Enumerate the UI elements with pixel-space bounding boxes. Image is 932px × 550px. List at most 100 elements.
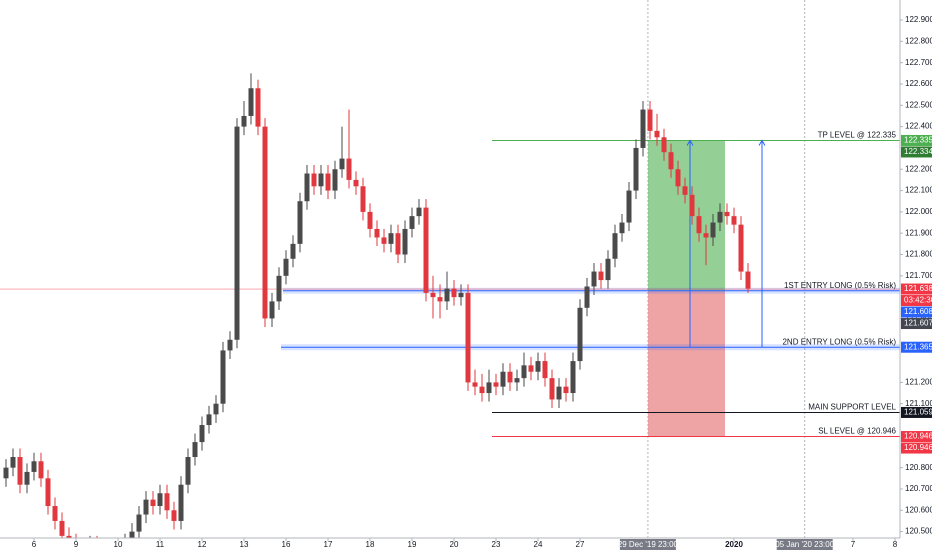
candle-body — [367, 211, 373, 229]
candle-body — [143, 499, 149, 515]
candle-body — [710, 222, 716, 238]
price-label: 121.059 — [904, 408, 932, 417]
x-tick-label: 8 — [893, 540, 898, 549]
x-tick-label: 2020 — [725, 540, 743, 549]
candle-body — [206, 414, 212, 426]
candle-body — [486, 382, 492, 394]
level-label: SL LEVEL @ 120.946 — [818, 427, 896, 436]
candle-body — [304, 173, 310, 202]
price-label: 120.946 — [904, 432, 932, 441]
time-marker-label: 05 Jan '20 23:00 — [775, 540, 834, 549]
candle-body — [563, 386, 569, 394]
candle-body — [500, 371, 506, 387]
x-tick-label: 9 — [74, 540, 79, 549]
candle-body — [472, 382, 478, 387]
x-tick-label: 6 — [32, 540, 37, 549]
candle-body — [234, 126, 240, 340]
candle-body — [192, 442, 198, 458]
candle-body — [10, 457, 16, 468]
candle-body — [318, 173, 324, 187]
level-label: 1ST ENTRY LONG (0.5% Risk) — [784, 281, 896, 290]
candle-body — [633, 147, 639, 191]
candle-body — [24, 471, 30, 485]
candle-body — [528, 365, 534, 372]
price-label-box — [901, 341, 932, 353]
y-tick-label: 122.900 — [905, 15, 932, 24]
x-tick-label: 7 — [851, 540, 856, 549]
candle-body — [283, 258, 289, 276]
axes: 122.900 122.800 122.700 122.600 122.500 122.4… — [32, 15, 932, 550]
candle-body — [276, 275, 282, 302]
candle-body — [661, 137, 667, 153]
candle-body — [395, 233, 401, 255]
candle-body — [59, 520, 65, 536]
y-tick-label: 121.800 — [905, 250, 932, 259]
candle-body — [388, 233, 394, 244]
candle-body — [262, 126, 268, 319]
candle-body — [738, 224, 744, 272]
candle-body — [542, 361, 548, 379]
candle-body — [535, 361, 541, 372]
candle-body — [381, 237, 387, 244]
candle-body — [556, 386, 562, 400]
candle-body — [479, 386, 485, 394]
y-tick-label: 122.700 — [905, 58, 932, 67]
candle-body — [3, 467, 9, 479]
y-tick-label: 121.900 — [905, 228, 932, 237]
candle-body — [360, 186, 366, 212]
candle-body — [689, 194, 695, 217]
candle-body — [577, 307, 583, 362]
candle-body — [325, 173, 331, 191]
time-marker-label: 29 Dec '19 23:00 — [618, 540, 679, 549]
y-tick-label: 121.200 — [905, 378, 932, 387]
y-tick-label: 122.200 — [905, 164, 932, 173]
candle-body — [199, 425, 205, 443]
candle-body — [171, 510, 177, 521]
candle-body — [703, 233, 709, 238]
candle-body — [269, 301, 275, 319]
x-tick-label: 12 — [198, 540, 207, 549]
y-tick-label: 120.700 — [905, 484, 932, 493]
candle-body — [136, 514, 142, 532]
candle-body — [584, 286, 590, 308]
x-tick-label: 16 — [282, 540, 291, 549]
candle-body — [346, 158, 352, 180]
x-tick-label: 17 — [324, 540, 333, 549]
price-label-box — [901, 431, 932, 443]
price-label-box — [901, 442, 932, 454]
candle-body — [724, 211, 730, 217]
y-tick-label: 121.100 — [905, 399, 932, 408]
price-label: 121.638 — [904, 284, 932, 293]
x-tick-label: 10 — [114, 540, 123, 549]
y-tick-label: 122.600 — [905, 79, 932, 88]
candle-body — [213, 403, 219, 415]
price-label-box — [901, 146, 932, 158]
level-label: MAIN SUPPORT LEVEL — [808, 403, 896, 412]
candle-body — [332, 169, 338, 191]
candle-body — [409, 216, 415, 229]
candle-body — [465, 292, 471, 383]
candle-body — [227, 339, 233, 351]
price-label: 122.335 — [904, 136, 932, 145]
candle-body — [17, 457, 23, 485]
candle-body — [374, 228, 380, 238]
y-tick-label: 122.800 — [905, 36, 932, 45]
candle-body — [416, 207, 422, 217]
candle-body — [157, 493, 163, 507]
time-marker-box — [776, 539, 833, 550]
candle-body — [164, 493, 170, 511]
candle-body — [178, 484, 184, 521]
candle-body — [605, 258, 611, 281]
candle-body — [241, 115, 247, 127]
price-label-box — [901, 406, 932, 418]
candle-body — [248, 88, 254, 116]
candle-body — [493, 382, 499, 387]
x-tick-label: 13 — [240, 540, 249, 549]
candle-body — [668, 152, 674, 170]
candle-body — [507, 371, 513, 383]
candle-body — [731, 216, 737, 225]
arrow-head — [686, 139, 694, 146]
candle-body — [598, 271, 604, 281]
y-tick-label: 120.600 — [905, 505, 932, 514]
